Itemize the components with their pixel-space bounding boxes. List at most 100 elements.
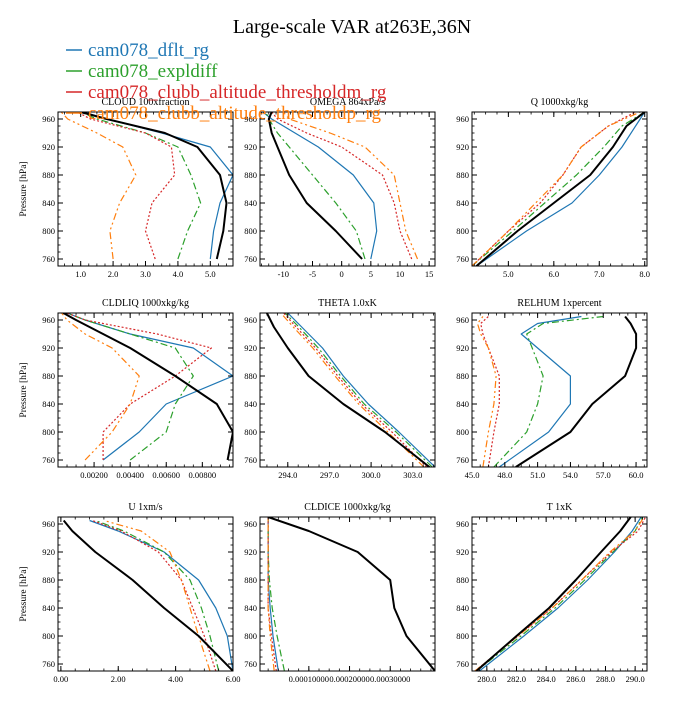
series-line-3 [77, 112, 176, 260]
x-tick-label: 0.00030000 [370, 674, 410, 684]
y-tick-label: 760 [244, 254, 257, 264]
x-tick-label: 0.00400 [116, 470, 144, 480]
panel-title: OMEGA 864xPa/s [310, 97, 385, 108]
x-tick-label: 284.0 [537, 674, 556, 684]
panel-title: RELHUM 1xpercent [517, 298, 601, 309]
panel-6: 760 800 840 880 920 960 45.0 48.0 51.0 54.0 57.0 60… [456, 298, 648, 480]
series-lines [472, 112, 646, 266]
y-tick-label: 800 [456, 427, 469, 437]
series-line-5 [515, 315, 638, 467]
y-axis-label: Pressure [hPa] [19, 566, 29, 621]
series-line-4 [472, 112, 641, 266]
y-tick-label: 920 [244, 343, 257, 353]
y-tick-label: 960 [456, 315, 469, 325]
y-tick-label: 800 [42, 631, 55, 641]
y-tick-label: 960 [244, 114, 257, 124]
plot-frame [259, 516, 436, 672]
panel-9: 760 800 840 880 920 960 280.0 282.0 284.0 286.0 28… [456, 502, 648, 684]
series-line-4 [61, 313, 140, 461]
panel-title: U 1xm/s [128, 502, 162, 513]
series-line-1 [476, 112, 646, 266]
y-tick-label: 960 [456, 114, 469, 124]
x-tick-label: 15 [425, 269, 434, 279]
series-line-5 [475, 517, 632, 671]
x-tick-label: 4.0 [173, 269, 184, 279]
series-lines [267, 517, 435, 671]
series-lines [266, 313, 435, 467]
series-line-3 [92, 519, 217, 671]
series-line-1 [66, 313, 233, 461]
y-tick-label: 920 [456, 142, 469, 152]
y-tick-label: 880 [42, 575, 55, 585]
series-line-2 [267, 517, 285, 671]
panel-3: 760 800 840 880 920 960 5.0 6.0 7.0 8.0 Q 1000xkg/… [456, 97, 650, 279]
x-tick-label: 297.0 [320, 470, 339, 480]
series-line-4 [60, 112, 137, 260]
legend-label-2: cam078_expldiff [88, 61, 218, 82]
x-tick-label: 5 [369, 269, 373, 279]
series-line-2 [284, 313, 433, 467]
x-tick-label: 294.0 [278, 470, 297, 480]
x-tick-label: 282.0 [507, 674, 526, 684]
panel-1: 760 800 840 880 920 960 1.0 2.0 3.0 4.0 5.0 CLOUD 1… [19, 97, 234, 279]
series-line-1 [89, 519, 233, 671]
series-line-3 [480, 316, 500, 467]
y-tick-label: 800 [244, 631, 257, 641]
panel-title: THETA 1.0xK [318, 298, 377, 309]
series-line-5 [475, 112, 646, 266]
y-axis-label: Pressure [hPa] [19, 362, 29, 417]
y-tick-label: 800 [42, 226, 55, 236]
x-tick-label: 54.0 [563, 470, 578, 480]
x-tick-label: 7.0 [594, 269, 605, 279]
panel-7: 760 800 840 880 920 960 0.00 2.00 4.00 6.00 U 1xm/… [19, 502, 240, 684]
series-line-5 [266, 313, 431, 467]
y-tick-label: 840 [244, 399, 257, 409]
y-tick-label: 840 [244, 198, 257, 208]
panel-2: 760 800 840 880 920 960 -10 -5 0 5 10 15 OMEGA 864xP… [244, 97, 436, 279]
y-tick-label: 920 [456, 547, 469, 557]
x-tick-label: 0.00600 [152, 470, 180, 480]
series-line-2 [265, 112, 366, 260]
x-tick-label: 2.0 [108, 269, 119, 279]
x-tick-label: 0.00200 [80, 470, 108, 480]
x-tick-label: 0.00020000 [329, 674, 369, 684]
series-line-1 [262, 112, 378, 260]
series-line-5 [267, 517, 435, 671]
y-tick-label: 960 [244, 519, 257, 529]
series-line-1 [267, 517, 279, 671]
x-tick-label: 2.00 [111, 674, 126, 684]
y-tick-label: 920 [456, 343, 469, 353]
series-line-1 [287, 313, 435, 467]
series-line-3 [474, 517, 647, 671]
y-tick-label: 880 [42, 170, 55, 180]
y-tick-label: 960 [42, 519, 55, 529]
plot-frame [471, 516, 648, 672]
series-lines [62, 519, 233, 671]
y-tick-label: 760 [42, 455, 55, 465]
legend: cam078_dflt_rgcam078_expldiffcam078_club… [66, 40, 387, 124]
x-tick-label: 0.00010000 [289, 674, 329, 684]
series-line-1 [498, 315, 582, 467]
x-tick-label: 45.0 [465, 470, 480, 480]
y-tick-label: 960 [42, 315, 55, 325]
y-tick-label: 800 [456, 631, 469, 641]
series-line-2 [95, 519, 220, 671]
x-tick-label: 303.0 [403, 470, 422, 480]
x-tick-label: 0 [340, 269, 344, 279]
y-tick-label: 800 [244, 226, 257, 236]
y-tick-label: 840 [456, 603, 469, 613]
series-line-4 [280, 313, 425, 467]
series-line-1 [83, 112, 233, 260]
y-tick-label: 760 [244, 455, 257, 465]
y-tick-label: 920 [42, 343, 55, 353]
y-tick-label: 840 [42, 399, 55, 409]
x-tick-label: 8.0 [639, 269, 650, 279]
series-line-5 [62, 313, 233, 461]
y-tick-label: 880 [42, 371, 55, 381]
y-tick-label: 760 [244, 659, 257, 669]
panel-title: CLDICE 1000xkg/kg [304, 502, 390, 513]
panel-5: 760 800 840 880 920 960 294.0 297.0 300.0 303.0 TH… [244, 298, 436, 480]
plot-frame [57, 111, 234, 267]
